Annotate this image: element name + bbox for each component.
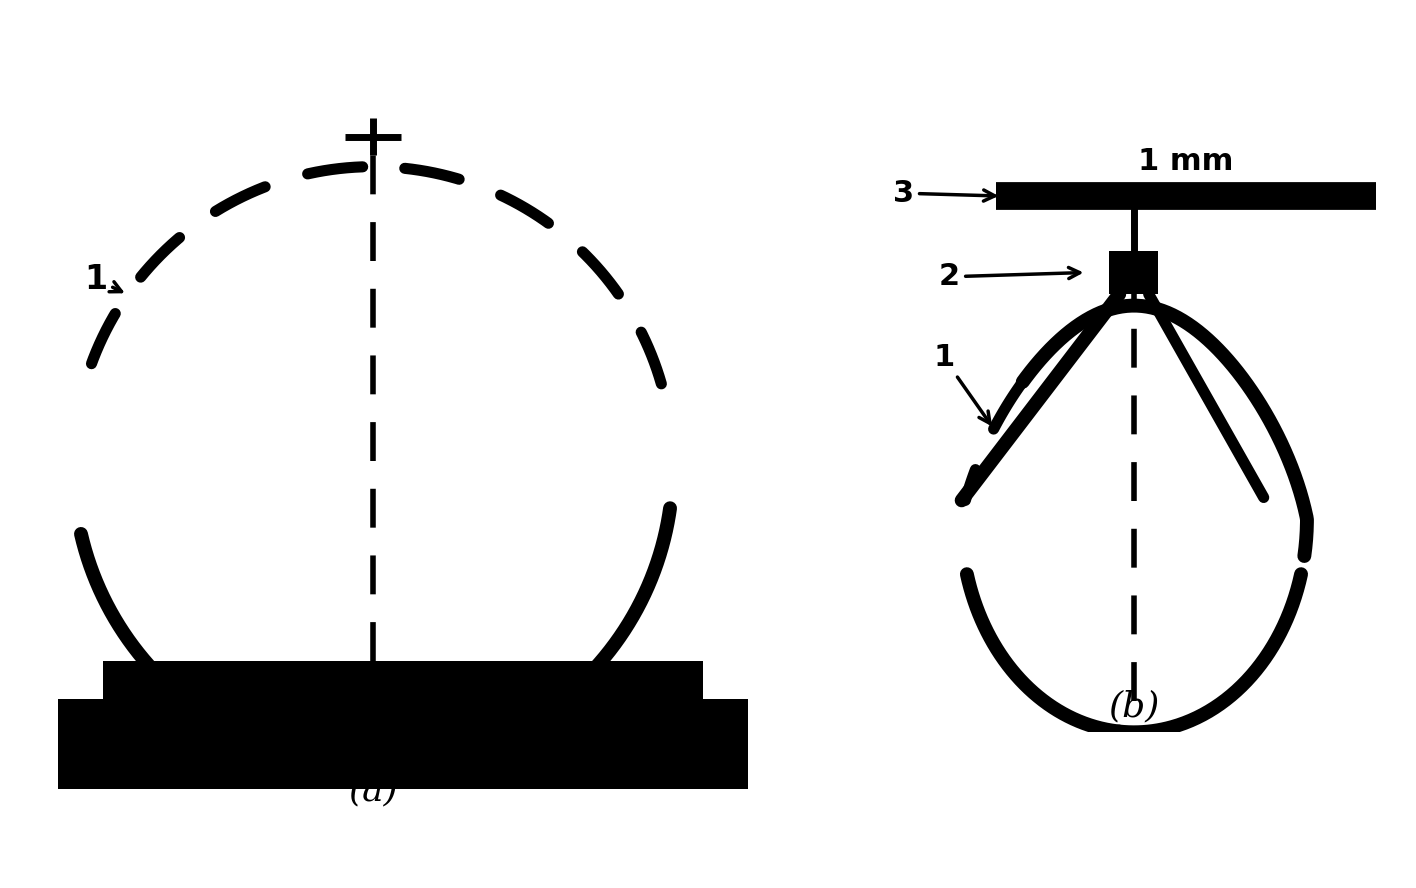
Text: (b): (b)	[1109, 690, 1160, 724]
Text: 1 mm: 1 mm	[1138, 147, 1233, 176]
Text: 2: 2	[939, 262, 1080, 291]
Bar	[58, 699, 748, 789]
Bar	[103, 662, 702, 699]
Text: 1: 1	[84, 263, 122, 296]
Text: 1: 1	[933, 343, 990, 424]
Text: (a): (a)	[348, 773, 398, 807]
Text: 3: 3	[892, 178, 994, 208]
Bar	[1110, 250, 1158, 294]
